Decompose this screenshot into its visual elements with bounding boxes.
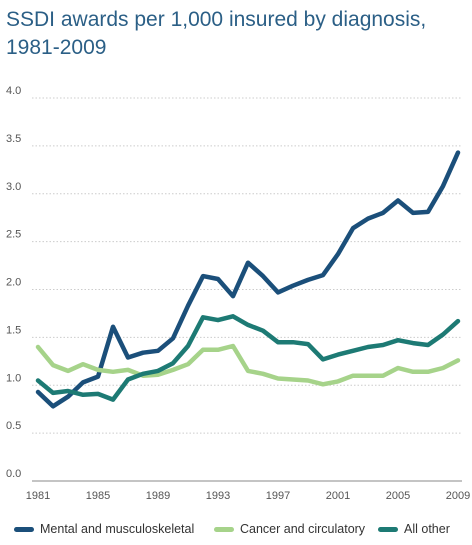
- chart-title: SSDI awards per 1,000 insured by diagnos…: [6, 6, 466, 62]
- y-tick-label: 3.0: [6, 181, 21, 193]
- y-tick-label: 0.5: [6, 420, 21, 432]
- x-tick-label: 2001: [326, 490, 350, 502]
- legend-label: Mental and musculoskeletal: [40, 522, 195, 536]
- y-axis-ticks: 0.0 0.5 1.0 1.5 2.0 2.5 3.0 3.5 4.0: [6, 85, 21, 480]
- series-line-3: [35, 314, 461, 402]
- legend-label: Cancer and circulatory: [240, 522, 366, 536]
- gridlines: [32, 97, 462, 482]
- x-tick-label: 2005: [386, 490, 410, 502]
- legend-item-2: Cancer and circulatory: [214, 518, 365, 540]
- legend-item-1: Mental and musculoskeletal: [14, 518, 194, 540]
- y-tick-label: 2.5: [6, 229, 21, 241]
- legend-item-3: All other: [378, 518, 450, 540]
- chart-title-line-1: SSDI awards per 1,000 insured by diagnos…: [6, 8, 427, 31]
- legend-swatch: [214, 526, 234, 532]
- x-tick-label: 1989: [146, 490, 170, 502]
- series-line-1: [35, 150, 461, 409]
- x-tick-label: 1985: [86, 490, 110, 502]
- line-chart: 0.0 0.5 1.0 1.5 2.0 2.5 3.0 3.5 4.0 1981 1985 1989…: [6, 85, 470, 502]
- x-axis-ticks: 1981 1985 1989 1993 1997 2001 2005 2009: [26, 490, 470, 502]
- chart-title-line-2: 1981-2009: [6, 36, 107, 59]
- x-tick-label: 2009: [446, 490, 470, 502]
- x-tick-label: 1993: [206, 490, 230, 502]
- x-tick-label: 1981: [26, 490, 50, 502]
- legend-swatch: [378, 526, 398, 532]
- y-tick-label: 2.0: [6, 277, 21, 289]
- series-lines: [35, 150, 461, 409]
- legend-label: All other: [404, 522, 450, 536]
- y-tick-label: 1.5: [6, 324, 21, 336]
- y-tick-label: 0.0: [6, 468, 21, 480]
- legend: Mental and musculoskeletal Cancer and cir…: [0, 518, 472, 540]
- y-tick-label: 1.0: [6, 372, 21, 384]
- y-tick-label: 3.5: [6, 133, 21, 145]
- y-tick-label: 4.0: [6, 85, 21, 97]
- x-tick-label: 1997: [266, 490, 290, 502]
- legend-swatch: [14, 526, 34, 532]
- series-line-2: [35, 343, 461, 387]
